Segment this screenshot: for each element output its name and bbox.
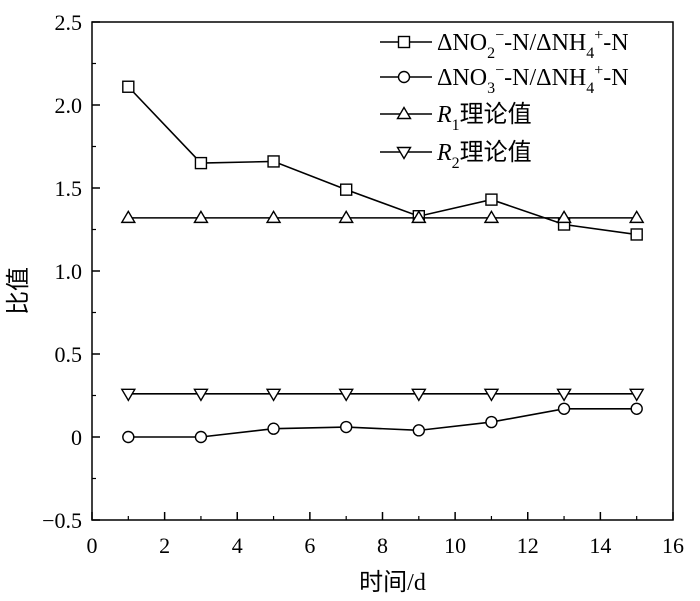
series-3-point: [483, 210, 500, 224]
x-tick-label: 12: [517, 533, 539, 558]
legend-item-4: R2理论值: [380, 139, 532, 172]
series-4-point: [193, 388, 209, 402]
legend-item-1: ΔNO2−-N/ΔNH4+-N: [380, 27, 629, 62]
tick-labels: 0 2 4 6 8 10 12 14 16−0.500.51.01.52.02.5: [42, 10, 684, 558]
legend-text-superscript: +: [594, 27, 603, 44]
legend-marker: [396, 106, 412, 120]
series-2-point: [194, 430, 208, 444]
series-4-point: [628, 388, 645, 402]
series-2-point: [412, 424, 426, 437]
legend-label: ΔNO3−-N/ΔNH4+-N: [437, 62, 629, 97]
series-4-point: [265, 388, 282, 402]
legend-text-main: R: [436, 140, 452, 166]
y-tick-label: 0: [71, 425, 82, 450]
series-1-line: [127, 86, 637, 236]
series-2-point: [267, 422, 280, 435]
legend-marker: [396, 146, 412, 160]
legend-text-main: 理论值: [460, 101, 532, 128]
x-tick-label: 10: [444, 533, 466, 558]
series-2-point: [122, 430, 135, 444]
series-3-point: [628, 210, 645, 224]
series-2-point: [630, 402, 643, 415]
legend-label: R2理论值: [436, 139, 532, 172]
legend-label: R1理论值: [436, 101, 532, 134]
legend-label: ΔNO2−-N/ΔNH4+-N: [437, 27, 629, 62]
y-tick-label: 0.5: [55, 342, 83, 367]
x-tick-label: 6: [304, 533, 315, 558]
legend-text-superscript: +: [594, 62, 603, 79]
legend-text-main: ΔNO: [437, 65, 487, 91]
legend-text-superscript: −: [495, 27, 504, 44]
series-4-point: [411, 388, 427, 402]
series-1-point: [485, 193, 498, 206]
series-2-point: [485, 415, 498, 429]
series-1-point: [267, 155, 280, 168]
series-2-point: [557, 402, 571, 415]
series-3-point: [338, 210, 354, 224]
tick-marks: [91, 21, 674, 521]
y-tick-label: 2.5: [55, 10, 83, 35]
y-axis-title: 比值: [5, 267, 32, 315]
y-tick-label: 2.0: [55, 93, 83, 118]
series-4-point: [556, 388, 572, 402]
series-3-point: [411, 210, 427, 224]
legend-text-superscript: −: [495, 62, 504, 79]
legend-text-subscript: 4: [586, 45, 594, 62]
legend-text-main: ΔNO: [437, 30, 487, 56]
legend-item-3: R1理论值: [380, 101, 532, 134]
x-tick-label: 8: [377, 533, 388, 558]
y-tick-label: 1.0: [55, 259, 83, 284]
series-3-point: [120, 210, 137, 224]
series-4-point: [338, 388, 354, 402]
x-tick-label: 4: [232, 533, 243, 558]
legend-item-2: ΔNO3−-N/ΔNH4+-N: [380, 62, 629, 97]
legend-text-subscript: 4: [586, 80, 594, 97]
series-4-point: [483, 388, 500, 402]
x-tick-label: 0: [87, 533, 98, 558]
x-tick-label: 2: [159, 533, 170, 558]
y-tick-label: −0.5: [42, 508, 82, 533]
series-3-point: [556, 210, 572, 224]
series-group: [120, 80, 645, 444]
series-3: [120, 210, 645, 224]
series-1-point: [194, 156, 208, 170]
series-1-point: [630, 228, 643, 241]
legend-text-subscript: 2: [487, 45, 495, 62]
legend-text-main: -N/ΔNH: [504, 30, 586, 56]
x-axis-title: 时间/d: [359, 569, 426, 596]
legend-text-subscript: 3: [487, 80, 495, 97]
series-2: [122, 402, 643, 444]
series-1-point: [122, 80, 135, 93]
series-1-point: [339, 183, 353, 196]
series-3-point: [193, 210, 209, 224]
x-tick-label: 14: [589, 533, 611, 558]
legend-marker: [397, 35, 411, 49]
legend-text-main: -N: [603, 65, 628, 91]
series-4: [120, 388, 645, 402]
series-2-point: [339, 420, 353, 434]
y-tick-label: 1.5: [55, 176, 83, 201]
legend-text-main: 理论值: [460, 139, 532, 166]
legend-text-main: -N/ΔNH: [504, 65, 586, 91]
legend-text-main: -N: [603, 30, 628, 56]
legend-text-subscript: 1: [452, 117, 460, 134]
series-2-line: [128, 407, 637, 438]
legend-text-subscript: 2: [452, 155, 460, 172]
series-4-point: [120, 388, 137, 402]
series-3-point: [265, 210, 282, 224]
x-tick-label: 16: [662, 533, 684, 558]
legend-text-main: R: [436, 102, 452, 128]
legend-marker: [397, 70, 411, 84]
